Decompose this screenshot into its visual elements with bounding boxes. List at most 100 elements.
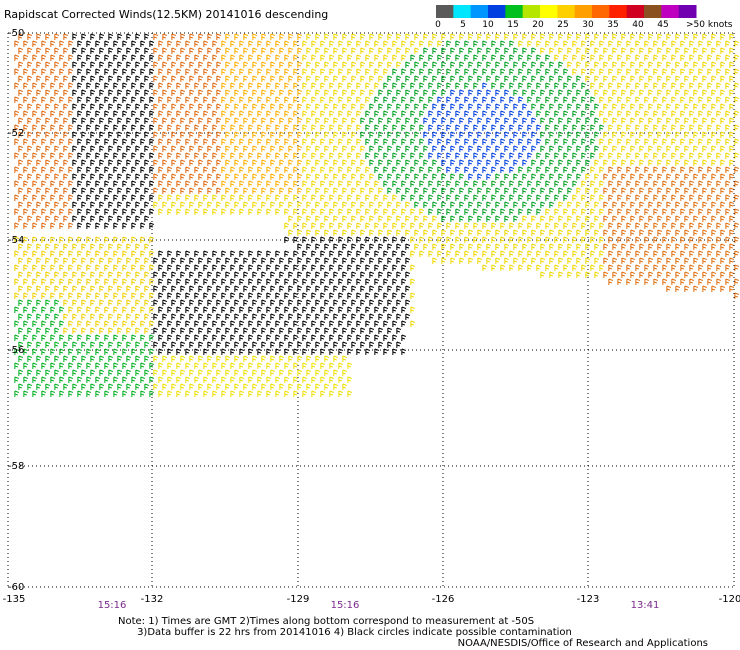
wind-barb [477,173,483,180]
wind-barb [464,250,470,257]
wind-barb [338,180,344,187]
wind-barb [626,96,632,103]
wind-barb [378,285,384,292]
wind-barb [347,334,353,341]
wind-barb [626,194,632,201]
wind-barb [617,124,623,131]
wind-barb [288,61,294,68]
wind-barb [711,159,717,166]
wind-barb [392,236,398,243]
wind-barb [662,208,668,215]
wind-barb [648,215,654,222]
wind-barb [288,313,294,320]
wind-barb [311,138,317,145]
wind-barb [113,236,119,243]
wind-barb [243,369,249,376]
wind-barb [680,54,686,61]
wind-barb [207,313,213,320]
wind-barb [41,306,47,313]
wind-barb [365,278,371,285]
wind-barb [284,124,290,131]
wind-barb [576,201,582,208]
wind-barb [45,271,51,278]
wind-barb [72,159,78,166]
wind-barb [639,159,645,166]
wind-barb [45,61,51,68]
wind-barb [315,89,321,96]
wind-barb [167,348,173,355]
wind-barb [27,75,33,82]
wind-barb [338,390,344,397]
wind-barb [401,208,407,215]
wind-barb [302,292,308,299]
wind-barb [585,117,591,124]
wind-barb [311,264,317,271]
wind-barb [189,383,195,390]
wind-barb [108,243,114,250]
wind-barb [207,299,213,306]
wind-barb [527,138,533,145]
wind-barb [527,68,533,75]
wind-barb [495,33,501,40]
wind-barb [36,145,42,152]
wind-barb [491,194,497,201]
wind-barb [63,187,69,194]
wind-barb [639,33,645,40]
wind-barb [86,390,92,397]
wind-barb [612,215,618,222]
wind-barb [18,47,24,54]
wind-barb [522,215,528,222]
wind-barb [374,110,380,117]
wind-barb [126,117,132,124]
wind-barb [392,306,398,313]
wind-barb [266,68,272,75]
wind-barb [644,68,650,75]
wind-barb [396,243,402,250]
wind-barb [639,47,645,54]
wind-barb [558,33,564,40]
wind-barb [405,131,411,138]
wind-barb [608,278,614,285]
wind-barb [167,138,173,145]
wind-barb [387,103,393,110]
wind-barb [140,166,146,173]
wind-barb [153,61,159,68]
wind-barb [612,173,618,180]
wind-barb [446,124,452,131]
wind-barb [567,47,573,54]
wind-barb [149,306,155,313]
wind-barb [54,355,60,362]
wind-barb [23,264,29,271]
wind-barb [239,208,245,215]
wind-barb [194,348,200,355]
colorbar-swatch [488,5,506,18]
wind-barb [198,285,204,292]
wind-barb [266,376,272,383]
wind-barb [549,271,555,278]
wind-barb [626,166,632,173]
wind-barb [95,194,101,201]
wind-barb [437,194,443,201]
wind-barb [288,257,294,264]
wind-barb [68,320,74,327]
wind-barb [135,173,141,180]
wind-barb [113,54,119,61]
wind-barb [68,208,74,215]
wind-barb [396,341,402,348]
wind-barb [684,103,690,110]
wind-barb [171,47,177,54]
wind-barb [666,33,672,40]
wind-barb [185,180,191,187]
wind-barb [383,306,389,313]
wind-barb [342,89,348,96]
wind-barb [378,173,384,180]
wind-barb [639,215,645,222]
wind-barb [716,110,722,117]
wind-barb [387,61,393,68]
wind-barb [401,110,407,117]
wind-barb [122,278,128,285]
wind-barb [707,264,713,271]
wind-barb [311,180,317,187]
wind-barb [347,222,353,229]
wind-barb [653,110,659,117]
